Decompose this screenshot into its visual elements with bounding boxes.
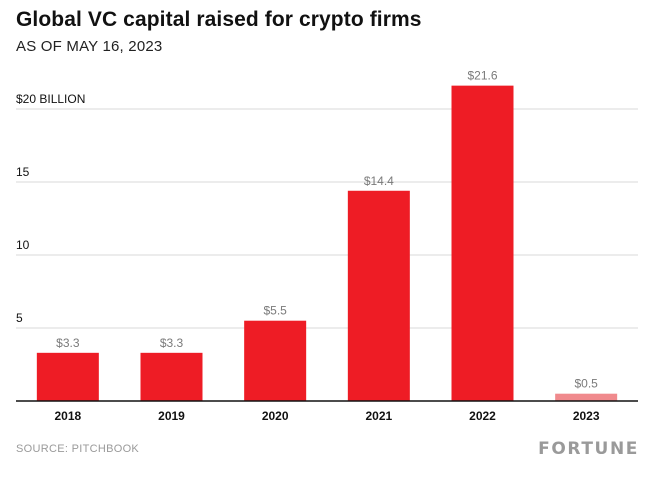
y-tick-label: $20 BILLION xyxy=(16,92,85,106)
bar-value-label: $5.5 xyxy=(263,304,287,318)
x-tick-label: 2021 xyxy=(365,409,392,423)
bar xyxy=(140,352,203,401)
x-tick-label: 2018 xyxy=(54,409,81,423)
y-tick-label: 10 xyxy=(16,238,30,252)
x-tick-label: 2023 xyxy=(573,409,600,423)
bar-value-label: $14.4 xyxy=(364,174,394,188)
bar-value-label: $0.5 xyxy=(574,377,598,391)
bar xyxy=(555,393,618,401)
chart-subtitle: AS OF MAY 16, 2023 xyxy=(16,38,163,55)
fortune-logo: FORTUNE xyxy=(538,439,639,459)
bar-value-label: $3.3 xyxy=(160,336,184,350)
x-tick-label: 2019 xyxy=(158,409,185,423)
bar xyxy=(244,320,307,401)
bar xyxy=(36,352,99,401)
chart-title: Global VC capital raised for crypto firm… xyxy=(16,8,422,31)
bar-value-label: $3.3 xyxy=(56,336,80,350)
x-tick-label: 2022 xyxy=(469,409,496,423)
x-tick-label: 2020 xyxy=(262,409,289,423)
y-tick-label: 15 xyxy=(16,165,30,179)
bar xyxy=(347,190,410,401)
source-note: SOURCE: PITCHBOOK xyxy=(16,443,140,455)
y-tick-label: 5 xyxy=(16,311,23,325)
bar xyxy=(451,85,514,401)
bar-value-label: $21.6 xyxy=(467,69,497,83)
